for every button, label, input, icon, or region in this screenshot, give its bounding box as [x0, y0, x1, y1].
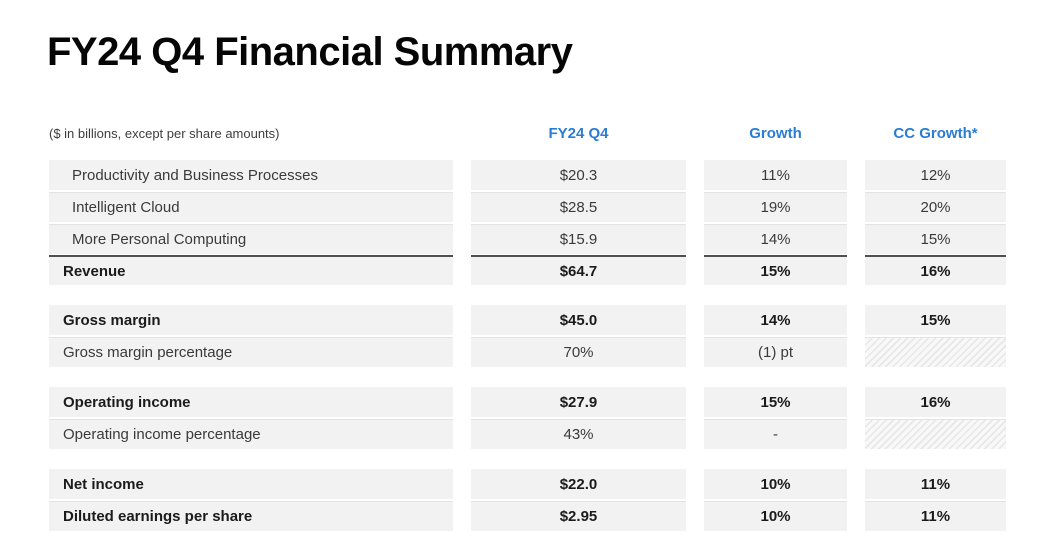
financial-table: Productivity and Business Processes $20.3… — [49, 160, 1008, 531]
col-header-fy24-q4: FY24 Q4 — [548, 125, 609, 142]
value-cell: 11% — [704, 160, 847, 190]
value-cell: 16% — [865, 387, 1006, 417]
table-row: Operating income $27.9 15% 16% — [49, 387, 1008, 417]
row-label: Net income — [49, 469, 453, 499]
row-label: Revenue — [49, 255, 453, 285]
table-row: Operating income percentage 43% - — [49, 419, 1008, 449]
value-cell: 19% — [704, 192, 847, 222]
value-cell: 15% — [704, 387, 847, 417]
table-row: Productivity and Business Processes $20.3… — [49, 160, 1008, 190]
table-row: Revenue $64.7 15% 16% — [49, 255, 1008, 285]
value-cell: $2.95 — [471, 501, 686, 531]
value-cell: 15% — [865, 305, 1006, 335]
col-header-growth: Growth — [749, 125, 802, 142]
table-row: Net income $22.0 10% 11% — [49, 469, 1008, 499]
value-cell: $22.0 — [471, 469, 686, 499]
value-cell: 43% — [471, 419, 686, 449]
value-cell: 10% — [704, 501, 847, 531]
value-cell: 16% — [865, 255, 1006, 285]
value-cell: $28.5 — [471, 192, 686, 222]
value-cell: $45.0 — [471, 305, 686, 335]
value-cell: 12% — [865, 160, 1006, 190]
value-cell: $20.3 — [471, 160, 686, 190]
value-cell: 20% — [865, 192, 1006, 222]
value-cell: 11% — [865, 469, 1006, 499]
table-block: Gross margin $45.0 14% 15% Gross margin perc… — [49, 305, 1008, 367]
table-row: Diluted earnings per share $2.95 10% 11% — [49, 501, 1008, 531]
value-cell: $27.9 — [471, 387, 686, 417]
row-label: Diluted earnings per share — [49, 501, 453, 531]
row-label: Operating income — [49, 387, 453, 417]
table-block: Net income $22.0 10% 11% Diluted earnings pe… — [49, 469, 1008, 531]
table-row: Gross margin $45.0 14% 15% — [49, 305, 1008, 335]
value-cell: $64.7 — [471, 255, 686, 285]
table-block: Productivity and Business Processes $20.3… — [49, 160, 1008, 285]
value-cell: 11% — [865, 501, 1006, 531]
value-cell: 15% — [704, 255, 847, 285]
row-label: Intelligent Cloud — [49, 192, 453, 222]
row-label: More Personal Computing — [49, 224, 453, 254]
table-block: Operating income $27.9 15% 16% Operating inc… — [49, 387, 1008, 449]
value-cell: 70% — [471, 337, 686, 367]
value-cell: 14% — [704, 224, 847, 254]
value-cell: (1) pt — [704, 337, 847, 367]
row-label: Gross margin percentage — [49, 337, 453, 367]
table-header-row: ($ in billions, except per share amounts… — [49, 124, 1008, 144]
row-label: Gross margin — [49, 305, 453, 335]
na-hatch-cell — [865, 337, 1006, 367]
value-cell: 10% — [704, 469, 847, 499]
col-header-cc-growth: CC Growth* — [893, 125, 978, 142]
table-row: Intelligent Cloud $28.5 19% 20% — [49, 192, 1008, 222]
value-cell: $15.9 — [471, 224, 686, 254]
value-cell: - — [704, 419, 847, 449]
value-cell: 15% — [865, 224, 1006, 254]
table-row: More Personal Computing $15.9 14% 15% — [49, 224, 1008, 254]
row-label: Operating income percentage — [49, 419, 453, 449]
table-row: Gross margin percentage 70% (1) pt — [49, 337, 1008, 367]
units-note: ($ in billions, except per share amounts… — [49, 126, 280, 141]
na-hatch-cell — [865, 419, 1006, 449]
row-label: Productivity and Business Processes — [49, 160, 453, 190]
page-title: FY24 Q4 Financial Summary — [47, 30, 573, 74]
value-cell: 14% — [704, 305, 847, 335]
